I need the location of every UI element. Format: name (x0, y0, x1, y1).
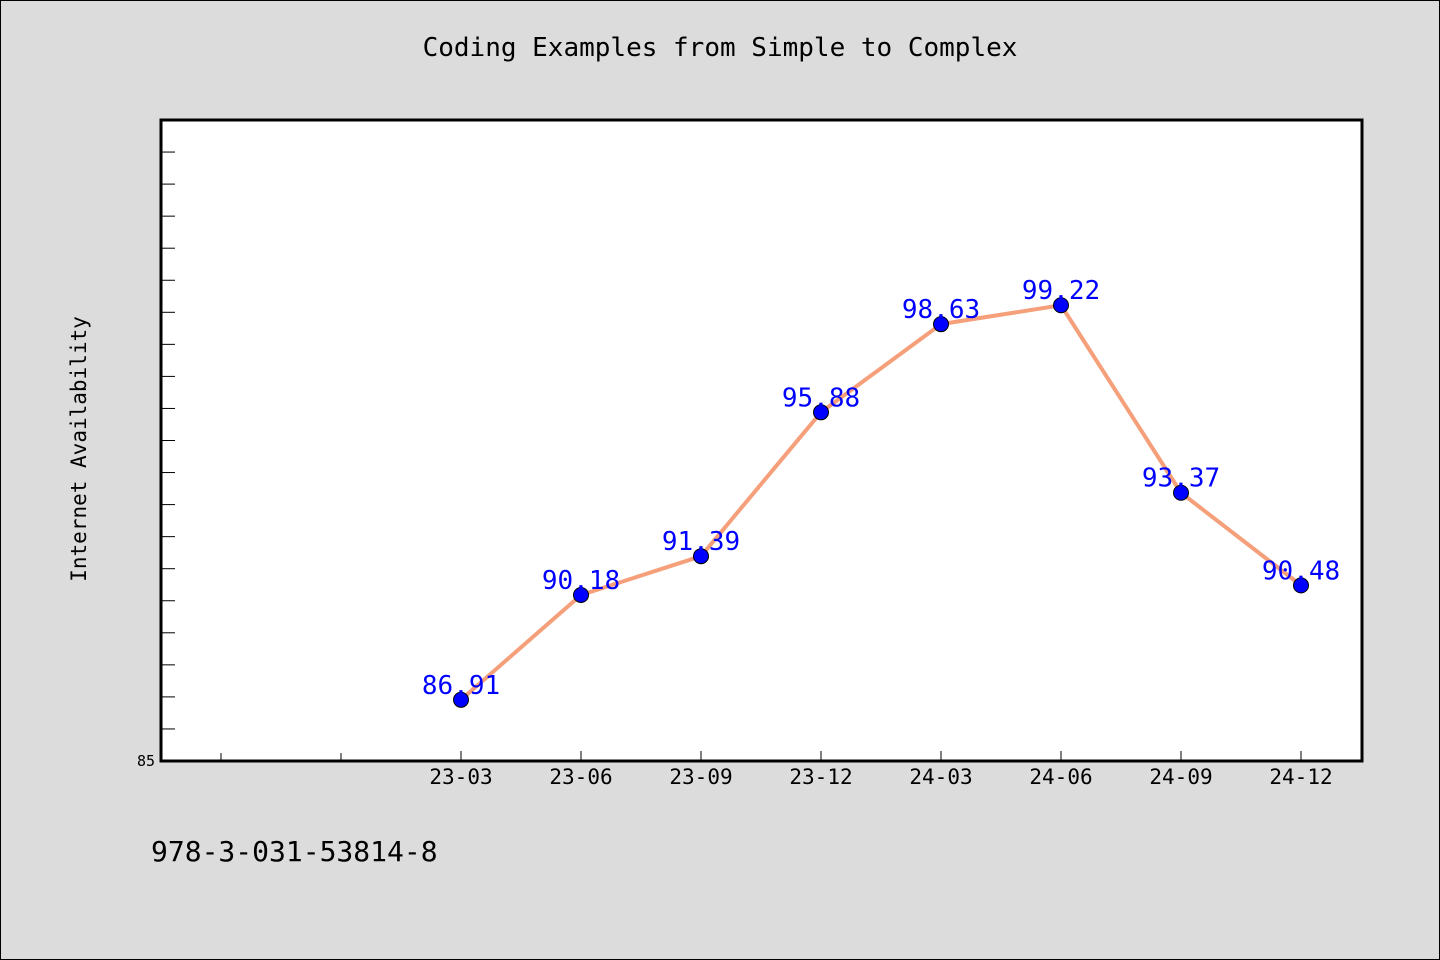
x-tick-label: 23-09 (669, 765, 732, 789)
data-point (1293, 577, 1309, 594)
data-point (933, 316, 949, 333)
data-label: 90.48 (1262, 556, 1340, 586)
data-label: 99.22 (1022, 276, 1100, 306)
x-tick-label: 24-12 (1269, 765, 1332, 789)
x-tick-label: 24-03 (909, 765, 972, 789)
data-label: 91.39 (662, 527, 740, 557)
x-tick-label: 23-06 (549, 765, 612, 789)
x-tick-label: 23-03 (429, 765, 492, 789)
data-point (813, 404, 829, 421)
plot-area (159, 118, 1364, 763)
series-line (459, 303, 1303, 702)
data-label: 86.91 (422, 671, 500, 701)
x-tick-label: 24-06 (1029, 765, 1092, 789)
chart-title: Coding Examples from Simple to Complex (422, 33, 1018, 63)
data-label: 95.88 (782, 383, 860, 413)
x-tick-label: 23-12 (789, 765, 852, 789)
data-point (1053, 297, 1069, 314)
data-point (1173, 484, 1189, 501)
data-point (453, 691, 469, 708)
data-point (573, 586, 589, 603)
isbn-text: 978-3-031-53814-8 (151, 835, 438, 868)
data-label: 98.63 (902, 295, 980, 325)
x-tick-label: 24-09 (1149, 765, 1212, 789)
data-point (693, 548, 709, 565)
data-label: 93.37 (1142, 464, 1220, 494)
y-tick-label: 85 (137, 752, 155, 770)
data-label: 90.18 (542, 566, 620, 596)
